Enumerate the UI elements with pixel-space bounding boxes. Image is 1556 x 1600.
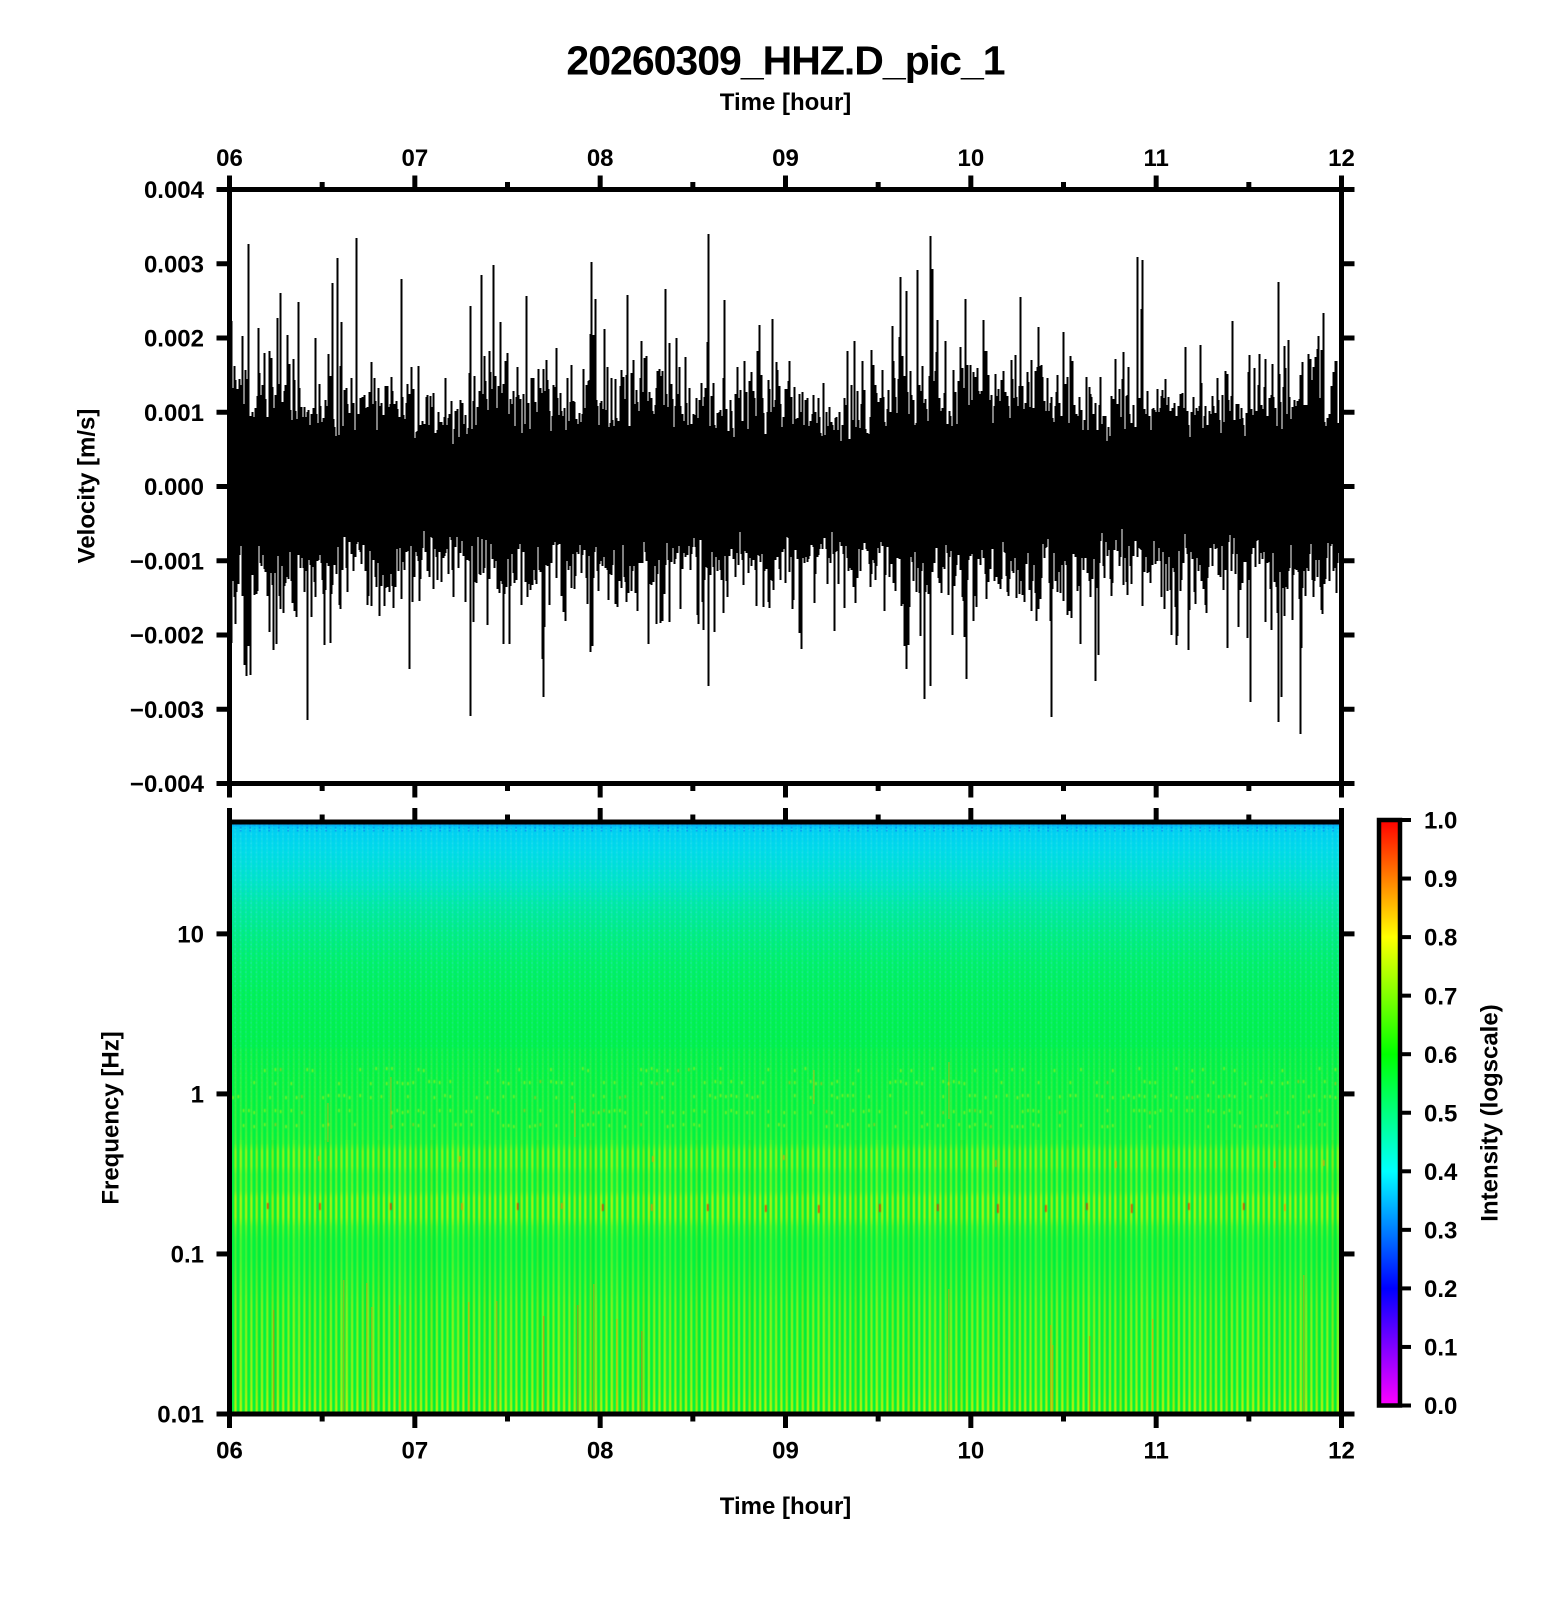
svg-text:0.6: 0.6 [1424,1042,1457,1069]
svg-text:−0.001: −0.001 [130,548,204,575]
svg-text:10: 10 [957,1438,984,1465]
svg-text:06: 06 [216,145,243,172]
svg-text:Velocity [m/s]: Velocity [m/s] [74,409,101,564]
svg-text:0.002: 0.002 [144,326,204,353]
svg-text:10: 10 [177,921,204,948]
svg-text:12: 12 [1328,145,1355,172]
svg-text:09: 09 [772,145,799,172]
svg-text:06: 06 [216,1438,243,1465]
svg-text:Time [hour]: Time [hour] [720,1493,852,1520]
svg-text:−0.004: −0.004 [130,771,205,798]
svg-text:11: 11 [1143,145,1168,172]
svg-text:07: 07 [401,145,428,172]
svg-text:−0.002: −0.002 [130,623,204,650]
svg-text:12: 12 [1328,1438,1355,1465]
svg-text:0.1: 0.1 [1424,1335,1457,1362]
svg-text:20260309_HHZ.D_pic_1: 20260309_HHZ.D_pic_1 [566,38,1004,84]
svg-text:0.000: 0.000 [144,474,204,501]
svg-text:0.3: 0.3 [1424,1217,1457,1244]
svg-text:0.0: 0.0 [1424,1393,1457,1420]
svg-text:0.4: 0.4 [1424,1159,1458,1186]
svg-text:0.1: 0.1 [171,1242,204,1269]
svg-text:0.003: 0.003 [144,251,204,278]
svg-text:0.2: 0.2 [1424,1276,1457,1303]
svg-text:−0.003: −0.003 [130,697,204,724]
svg-text:09: 09 [772,1438,799,1465]
svg-text:0.9: 0.9 [1424,866,1457,893]
svg-text:1: 1 [191,1082,204,1109]
svg-text:Time [hour]: Time [hour] [720,89,852,116]
svg-text:Frequency [Hz]: Frequency [Hz] [98,1031,125,1204]
svg-text:0.5: 0.5 [1424,1100,1457,1127]
svg-text:0.7: 0.7 [1424,983,1457,1010]
svg-text:10: 10 [957,145,984,172]
svg-text:0.001: 0.001 [144,400,204,427]
svg-text:11: 11 [1143,1438,1168,1465]
svg-text:08: 08 [587,145,614,172]
svg-text:0.01: 0.01 [157,1402,204,1429]
svg-text:0.004: 0.004 [144,177,205,204]
svg-text:Intensity (logscale): Intensity (logscale) [1477,1004,1504,1221]
svg-text:08: 08 [587,1438,614,1465]
svg-text:1.0: 1.0 [1424,808,1457,835]
svg-text:07: 07 [401,1438,428,1465]
svg-text:0.8: 0.8 [1424,925,1457,952]
